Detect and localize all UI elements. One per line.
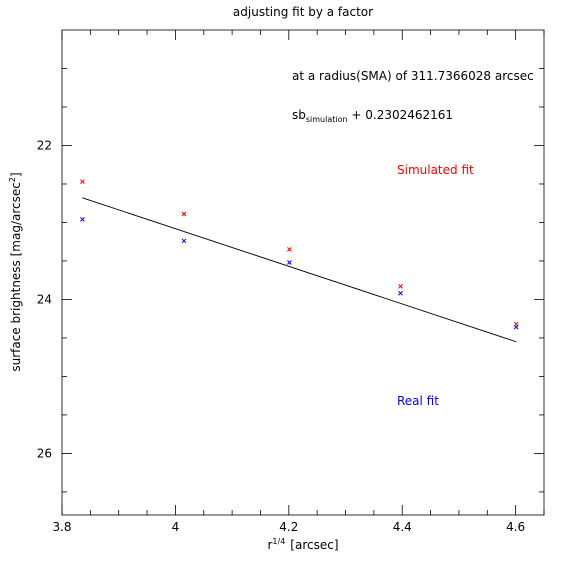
x-axis-label: r1/4 [arcsec] bbox=[267, 537, 338, 552]
sb-annotation: sbsimulation + 0.2302462161 bbox=[292, 108, 453, 124]
y-axis-label-main: surface brightness [mag/arcsec bbox=[9, 182, 23, 372]
y-tick-label-1: 24 bbox=[37, 292, 52, 306]
real-fit-point-3 bbox=[398, 290, 403, 296]
simulated-fit-label: Simulated fit bbox=[397, 163, 474, 177]
radius-annotation: at a radius(SMA) of 311.7366028 arcsec bbox=[292, 69, 534, 83]
x-axis-label-main: r bbox=[267, 538, 272, 552]
sb-annotation-main: sb bbox=[292, 108, 306, 122]
real-fit-point-0 bbox=[80, 217, 85, 222]
x-tick-label-1: 4 bbox=[172, 520, 180, 534]
chart-title: adjusting fit by a factor bbox=[233, 5, 373, 19]
real-fit-point-4 bbox=[513, 324, 519, 330]
x-tick-label-2: 4.2 bbox=[279, 520, 298, 534]
x-axis-ticks: 3.8 4 4.2 4.4 4.6 bbox=[52, 30, 545, 534]
x-axis-label-unit: [arcsec] bbox=[290, 538, 338, 552]
x-tick-label-4: 4.6 bbox=[506, 520, 525, 534]
y-axis-ticks: 22 24 26 bbox=[37, 68, 544, 493]
real-fit-point-1 bbox=[181, 238, 187, 244]
y-tick-label-2: 26 bbox=[37, 446, 52, 460]
y-tick-label-0: 22 bbox=[37, 138, 52, 152]
simulated-fit-point-1 bbox=[181, 211, 187, 217]
plot-frame bbox=[61, 29, 545, 516]
real-fit-label: Real fit bbox=[397, 394, 439, 408]
y-axis-label-superscript: 2 bbox=[8, 177, 17, 182]
simulated-fit-point-2 bbox=[287, 247, 292, 252]
fit-line bbox=[82, 197, 517, 343]
y-axis-label: surface brightness [mag/arcsec2] bbox=[8, 172, 23, 371]
real-fit-point-2 bbox=[287, 260, 292, 265]
x-axis-label-superscript: 1/4 bbox=[272, 537, 285, 546]
data-marks bbox=[80, 179, 519, 343]
x-tick-label-0: 3.8 bbox=[52, 520, 71, 534]
y-axis-label-end: ] bbox=[9, 172, 23, 177]
sb-annotation-rest: + 0.2302462161 bbox=[348, 108, 453, 122]
simulated-fit-point-0 bbox=[80, 179, 85, 185]
sb-annotation-subscript: simulation bbox=[306, 115, 348, 124]
x-tick-label-3: 4.4 bbox=[393, 520, 412, 534]
simulated-fit-point-3 bbox=[398, 284, 403, 289]
